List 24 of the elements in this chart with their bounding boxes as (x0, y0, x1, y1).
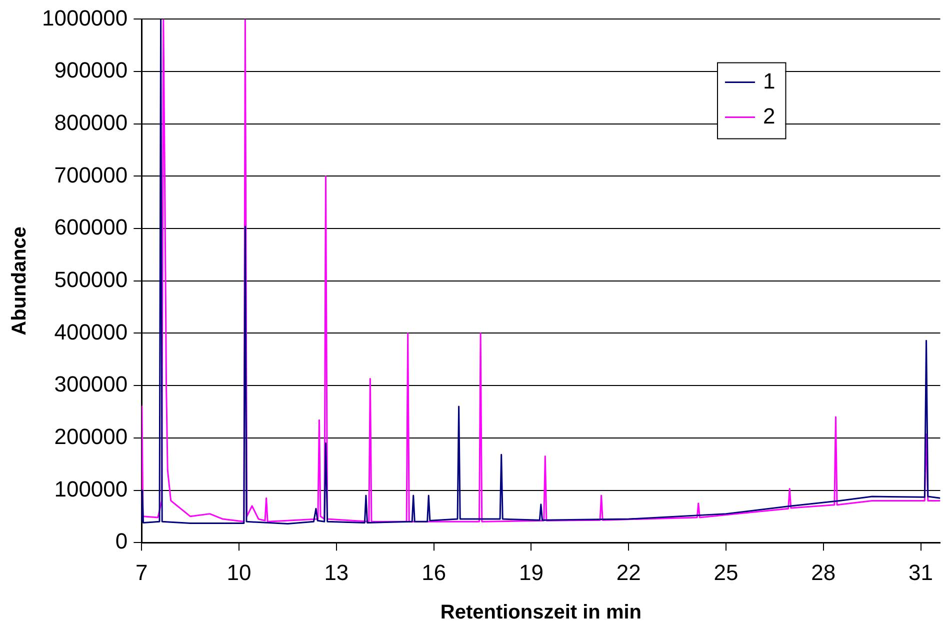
y-tick-label: 900000 (54, 58, 128, 83)
x-tick-label: 28 (811, 560, 836, 585)
y-tick-label: 800000 (54, 110, 128, 135)
x-tick-label: 25 (714, 560, 738, 585)
x-tick-label: 22 (616, 560, 641, 585)
y-tick-label: 1000000 (42, 5, 128, 30)
x-tick-label: 7 (136, 560, 148, 585)
y-tick-label: 200000 (54, 424, 128, 449)
y-tick-label: 400000 (54, 319, 128, 344)
x-tick-label: 19 (518, 560, 544, 585)
x-tick-label: 13 (324, 560, 349, 585)
y-tick-label: 0 (115, 528, 128, 554)
y-tick-label: 300000 (54, 372, 128, 397)
y-tick-label: 600000 (54, 214, 128, 240)
x-tick-label: 31 (908, 560, 934, 585)
y-tick-label: 700000 (54, 162, 128, 188)
y-tick-label: 100000 (54, 476, 128, 502)
x-axis-title: Retentionszeit in min (440, 602, 642, 624)
legend-label: 2 (763, 103, 776, 128)
x-tick-label: 16 (422, 560, 446, 585)
y-axis-title: Abundance (8, 226, 31, 336)
y-tick-label: 500000 (54, 266, 128, 292)
x-tick-label: 10 (226, 560, 252, 585)
legend-label: 1 (763, 68, 776, 94)
